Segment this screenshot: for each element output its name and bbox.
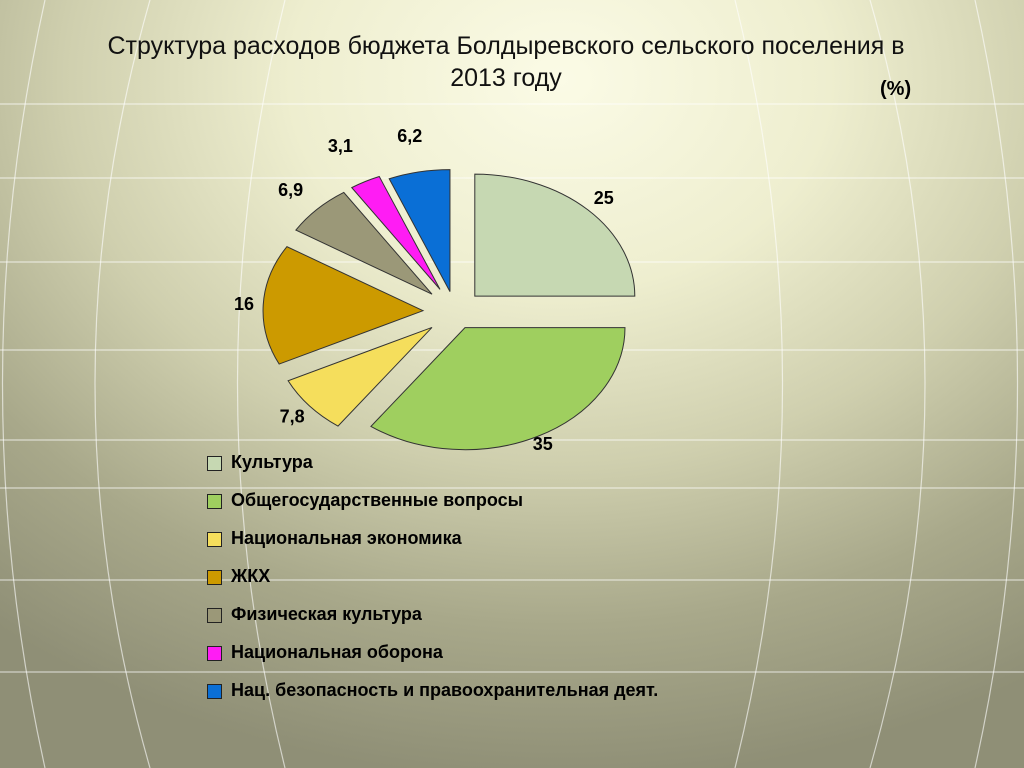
legend-item-4: ЖКХ [207,566,807,604]
pie-slice-1 [474,173,636,297]
unit-label: (%) [880,78,912,100]
data-label-7: 6,2 [397,126,422,146]
legend-label-2: Общегосударственные вопросы [231,490,523,510]
pie-slice-6 [350,175,441,290]
legend-label-4: ЖКХ [231,566,271,586]
legend-swatch-3 [207,532,222,547]
data-label-5: 6,9 [278,180,303,200]
legend-swatch-1 [207,456,222,471]
data-label-2: 35 [533,434,553,454]
legend-label-6: Национальная оборона [231,642,443,662]
legend-item-1: Культура [207,452,807,490]
data-label-6: 3,1 [328,136,353,156]
pie-slice-5 [295,191,433,295]
chart-title: Структура расходов бюджета Болдыревского… [107,32,905,92]
legend-swatch-6 [207,646,222,661]
legend-swatch-5 [207,608,222,623]
legend-label-3: Национальная экономика [231,528,462,548]
data-label-1: 25 [594,188,614,208]
data-label-4: 16 [234,294,254,314]
chart-legend: Культура Общегосударственные вопросы Нацио… [207,452,807,701]
legend-swatch-4 [207,570,222,585]
legend-item-2: Общегосударственные вопросы [207,490,807,528]
legend-item-6: Национальная оборона [207,642,807,680]
pie-slice-4 [262,246,425,365]
legend-item-5: Физическая культура [207,604,807,642]
legend-swatch-2 [207,494,222,509]
pie-slice-3 [287,326,433,427]
legend-item-3: Национальная экономика [207,528,807,566]
legend-swatch-7 [207,684,222,699]
data-label-3: 7,8 [280,407,305,427]
pie-slice-2 [370,327,626,451]
legend-label-1: Культура [231,452,313,472]
legend-label-7: Нац. безопасность и правоохранительная д… [231,680,659,700]
pie-slice-7 [388,169,451,292]
legend-label-5: Физическая культура [231,604,422,624]
legend-item-7: Нац. безопасность и правоохранительная д… [207,680,807,701]
